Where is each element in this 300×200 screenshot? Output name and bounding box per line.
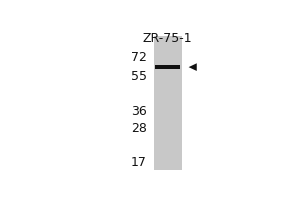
Text: 36: 36: [131, 105, 147, 118]
Polygon shape: [189, 63, 197, 71]
Bar: [154, 36, 182, 170]
Text: ZR-75-1: ZR-75-1: [143, 32, 193, 45]
Text: 28: 28: [131, 122, 147, 135]
Text: 72: 72: [131, 51, 147, 64]
Bar: [155, 65, 181, 69]
Text: 17: 17: [131, 156, 147, 169]
Text: 55: 55: [131, 70, 147, 83]
